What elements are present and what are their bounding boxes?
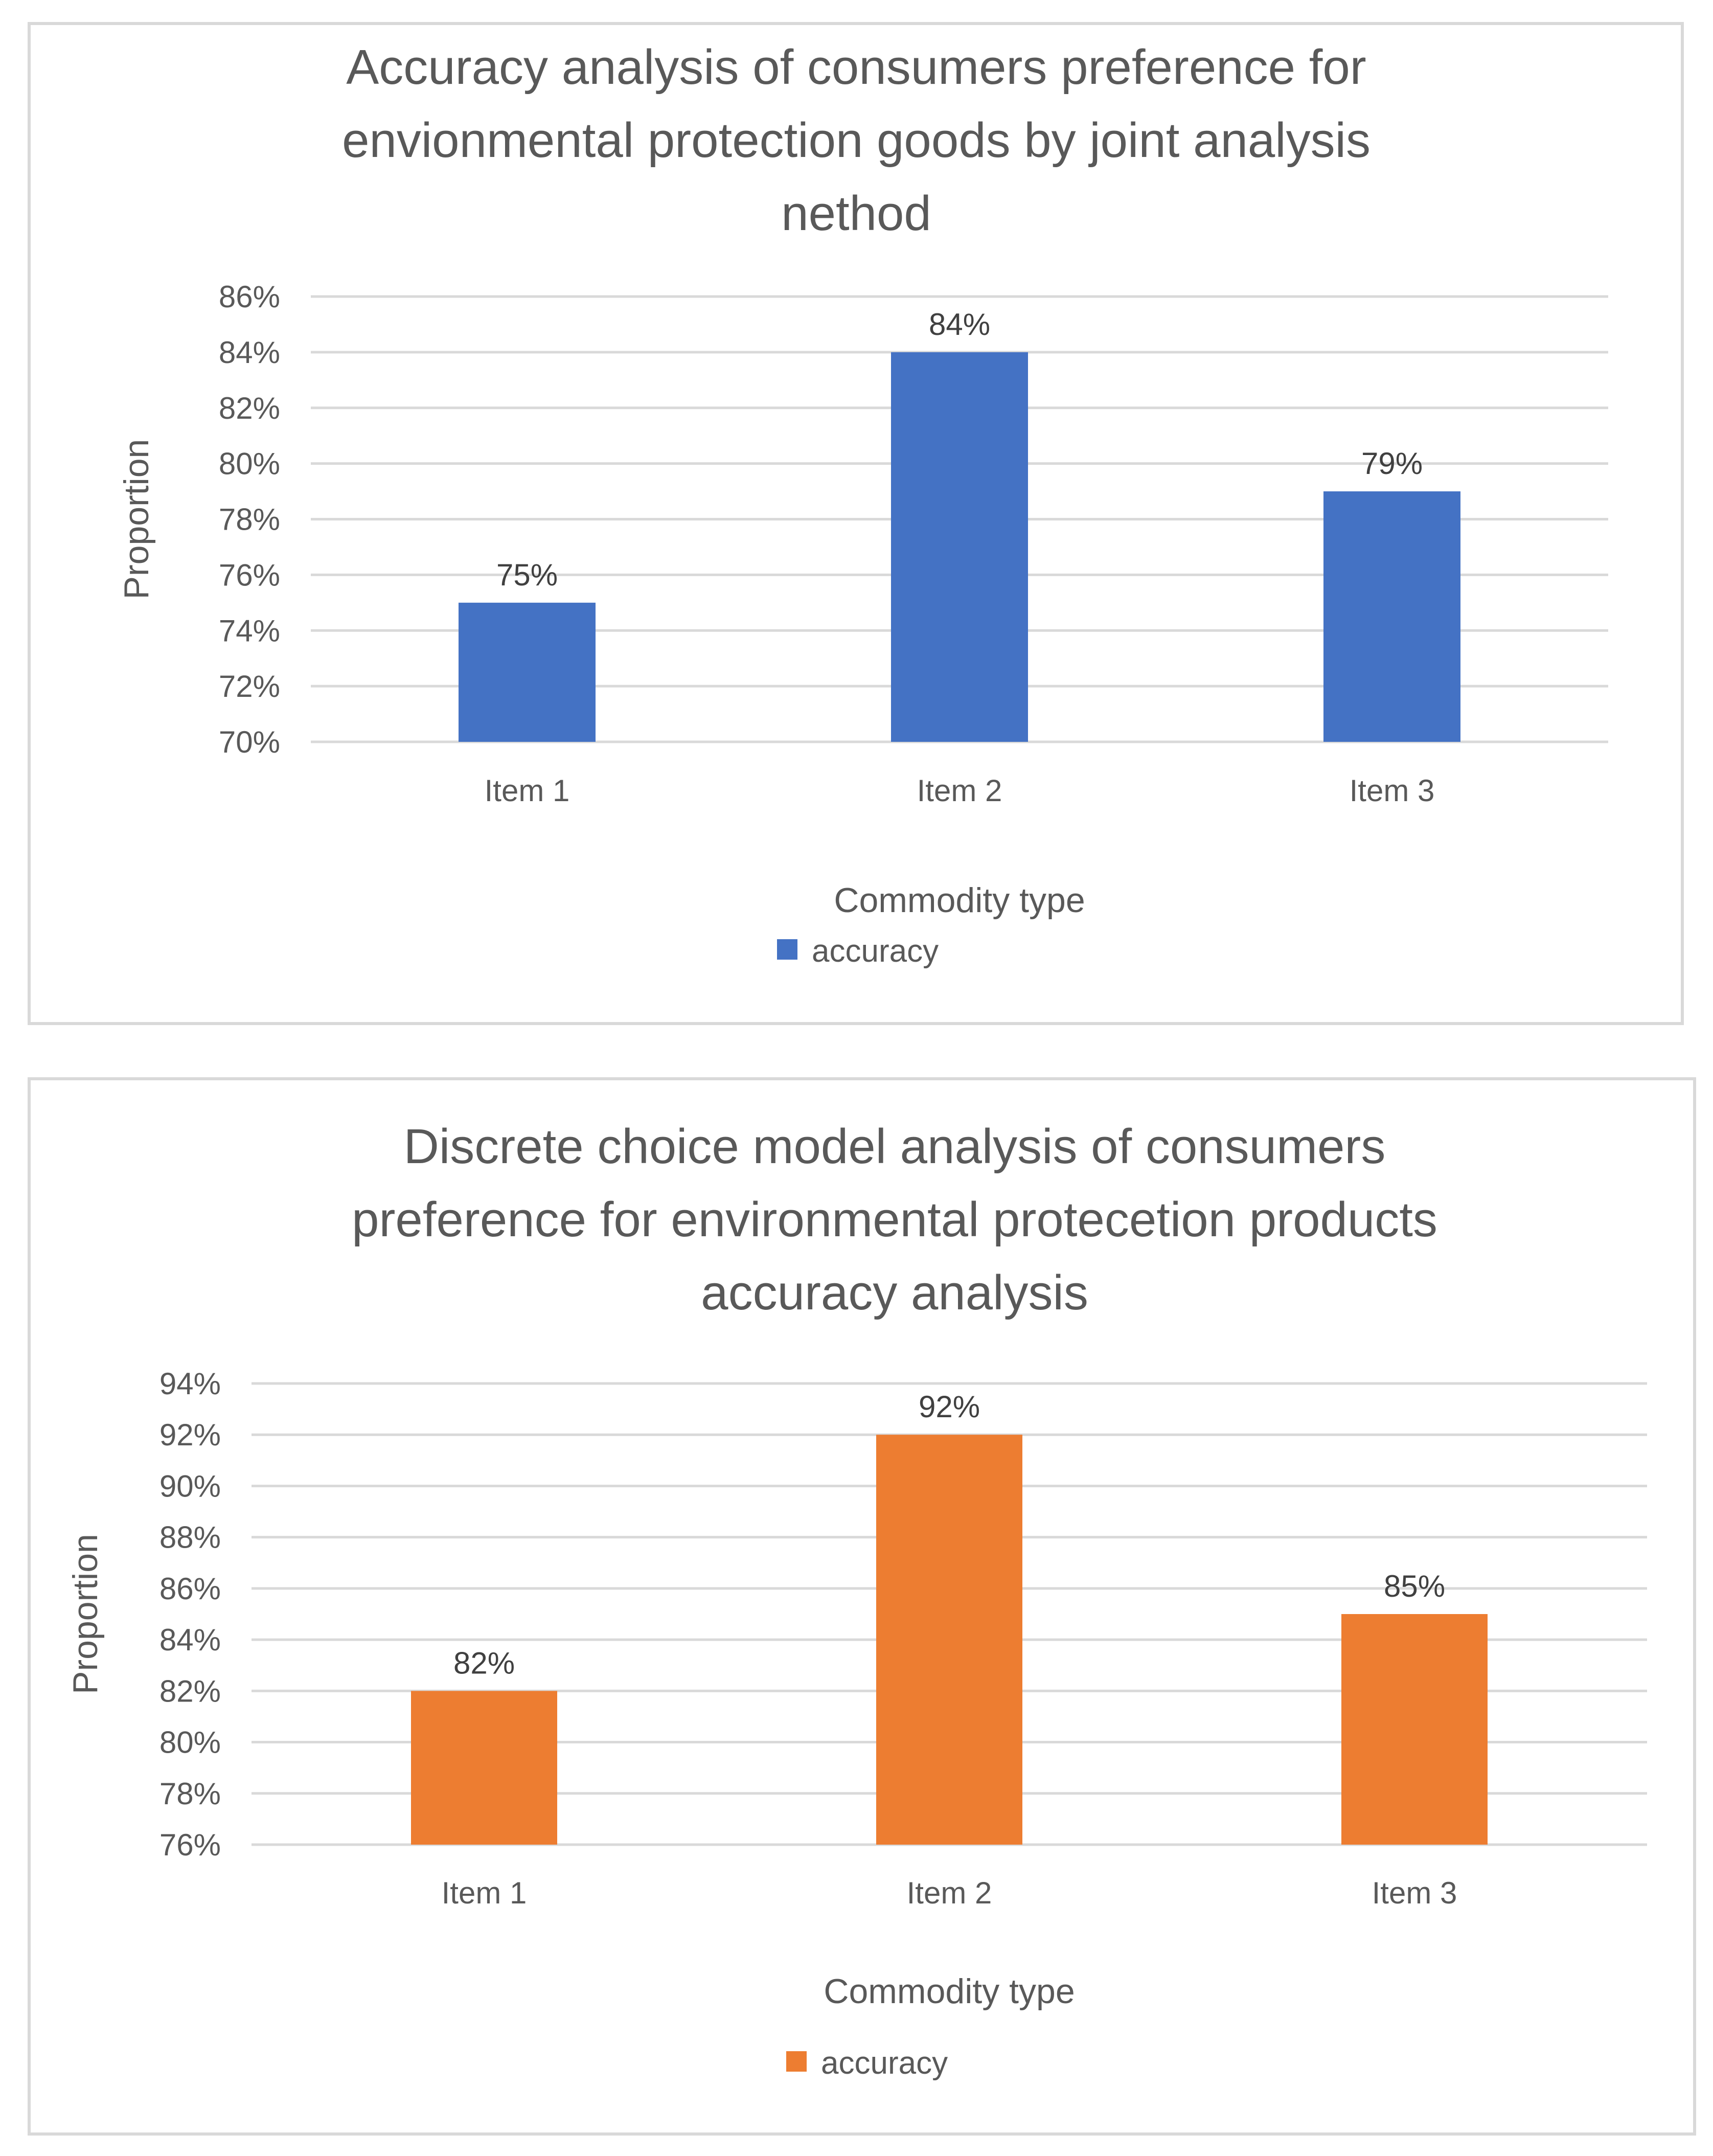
bar-item-1 bbox=[459, 602, 596, 742]
y-tick-label: 92% bbox=[159, 1418, 221, 1452]
x-category-label: Item 1 bbox=[485, 774, 570, 808]
chart-title-line: accuracy analysis bbox=[701, 1265, 1088, 1320]
chart-title-line: Discrete choice model analysis of consum… bbox=[404, 1119, 1386, 1174]
chart-title-line: Accuracy analysis of consumers preferenc… bbox=[346, 40, 1366, 95]
y-tick-label: 84% bbox=[219, 335, 280, 370]
y-tick-label: 94% bbox=[159, 1367, 221, 1401]
y-tick-label: 86% bbox=[219, 280, 280, 314]
y-tick-label: 70% bbox=[219, 725, 280, 759]
chart-1-svg: Accuracy analysis of consumers preferenc… bbox=[117, 40, 1608, 969]
data-label: 84% bbox=[929, 307, 990, 342]
chart-2-frame: Discrete choice model analysis of consum… bbox=[28, 1077, 1696, 2136]
y-axis-title: Proportion bbox=[66, 1534, 105, 1694]
x-category-label: Item 3 bbox=[1372, 1876, 1457, 1910]
data-label: 75% bbox=[496, 558, 558, 592]
data-label: 79% bbox=[1361, 446, 1423, 481]
x-category-label: Item 2 bbox=[917, 774, 1002, 808]
chart-title-line: nethod bbox=[781, 186, 931, 241]
y-tick-label: 74% bbox=[219, 614, 280, 648]
x-axis-title: Commodity type bbox=[834, 881, 1085, 920]
x-category-label: Item 1 bbox=[442, 1876, 527, 1910]
bar-item-3 bbox=[1323, 491, 1460, 742]
bar-item-1 bbox=[411, 1691, 557, 1845]
chart-2-svg: Discrete choice model analysis of consum… bbox=[66, 1119, 1647, 2081]
bar-item-2 bbox=[876, 1435, 1022, 1845]
y-tick-label: 80% bbox=[159, 1726, 221, 1760]
y-tick-label: 78% bbox=[159, 1777, 221, 1811]
y-tick-label: 80% bbox=[219, 447, 280, 481]
chart-title-line: preference for environmental protecetion… bbox=[352, 1192, 1437, 1247]
legend-label: accuracy bbox=[812, 934, 939, 969]
y-tick-label: 76% bbox=[219, 558, 280, 592]
data-label: 92% bbox=[919, 1390, 980, 1424]
legend-swatch bbox=[777, 939, 797, 960]
x-category-label: Item 3 bbox=[1350, 774, 1435, 808]
data-label: 82% bbox=[453, 1646, 515, 1680]
y-tick-label: 88% bbox=[159, 1520, 221, 1555]
y-tick-label: 82% bbox=[219, 391, 280, 425]
x-category-label: Item 2 bbox=[907, 1876, 992, 1910]
legend-swatch bbox=[786, 2051, 807, 2072]
y-tick-label: 78% bbox=[219, 503, 280, 537]
y-tick-label: 86% bbox=[159, 1572, 221, 1606]
bar-item-3 bbox=[1341, 1614, 1488, 1845]
y-tick-label: 72% bbox=[219, 669, 280, 703]
chart-1-frame: Accuracy analysis of consumers preferenc… bbox=[28, 22, 1684, 1025]
x-axis-title: Commodity type bbox=[824, 1972, 1075, 2011]
chart-title-line: envionmental protection goods by joint a… bbox=[342, 113, 1371, 168]
y-axis-title: Proportion bbox=[117, 439, 156, 600]
y-tick-label: 82% bbox=[159, 1674, 221, 1708]
legend-label: accuracy bbox=[821, 2046, 948, 2081]
data-label: 85% bbox=[1384, 1569, 1445, 1603]
y-tick-label: 76% bbox=[159, 1828, 221, 1862]
bar-item-2 bbox=[891, 352, 1028, 742]
y-tick-label: 84% bbox=[159, 1623, 221, 1657]
y-tick-label: 90% bbox=[159, 1469, 221, 1503]
